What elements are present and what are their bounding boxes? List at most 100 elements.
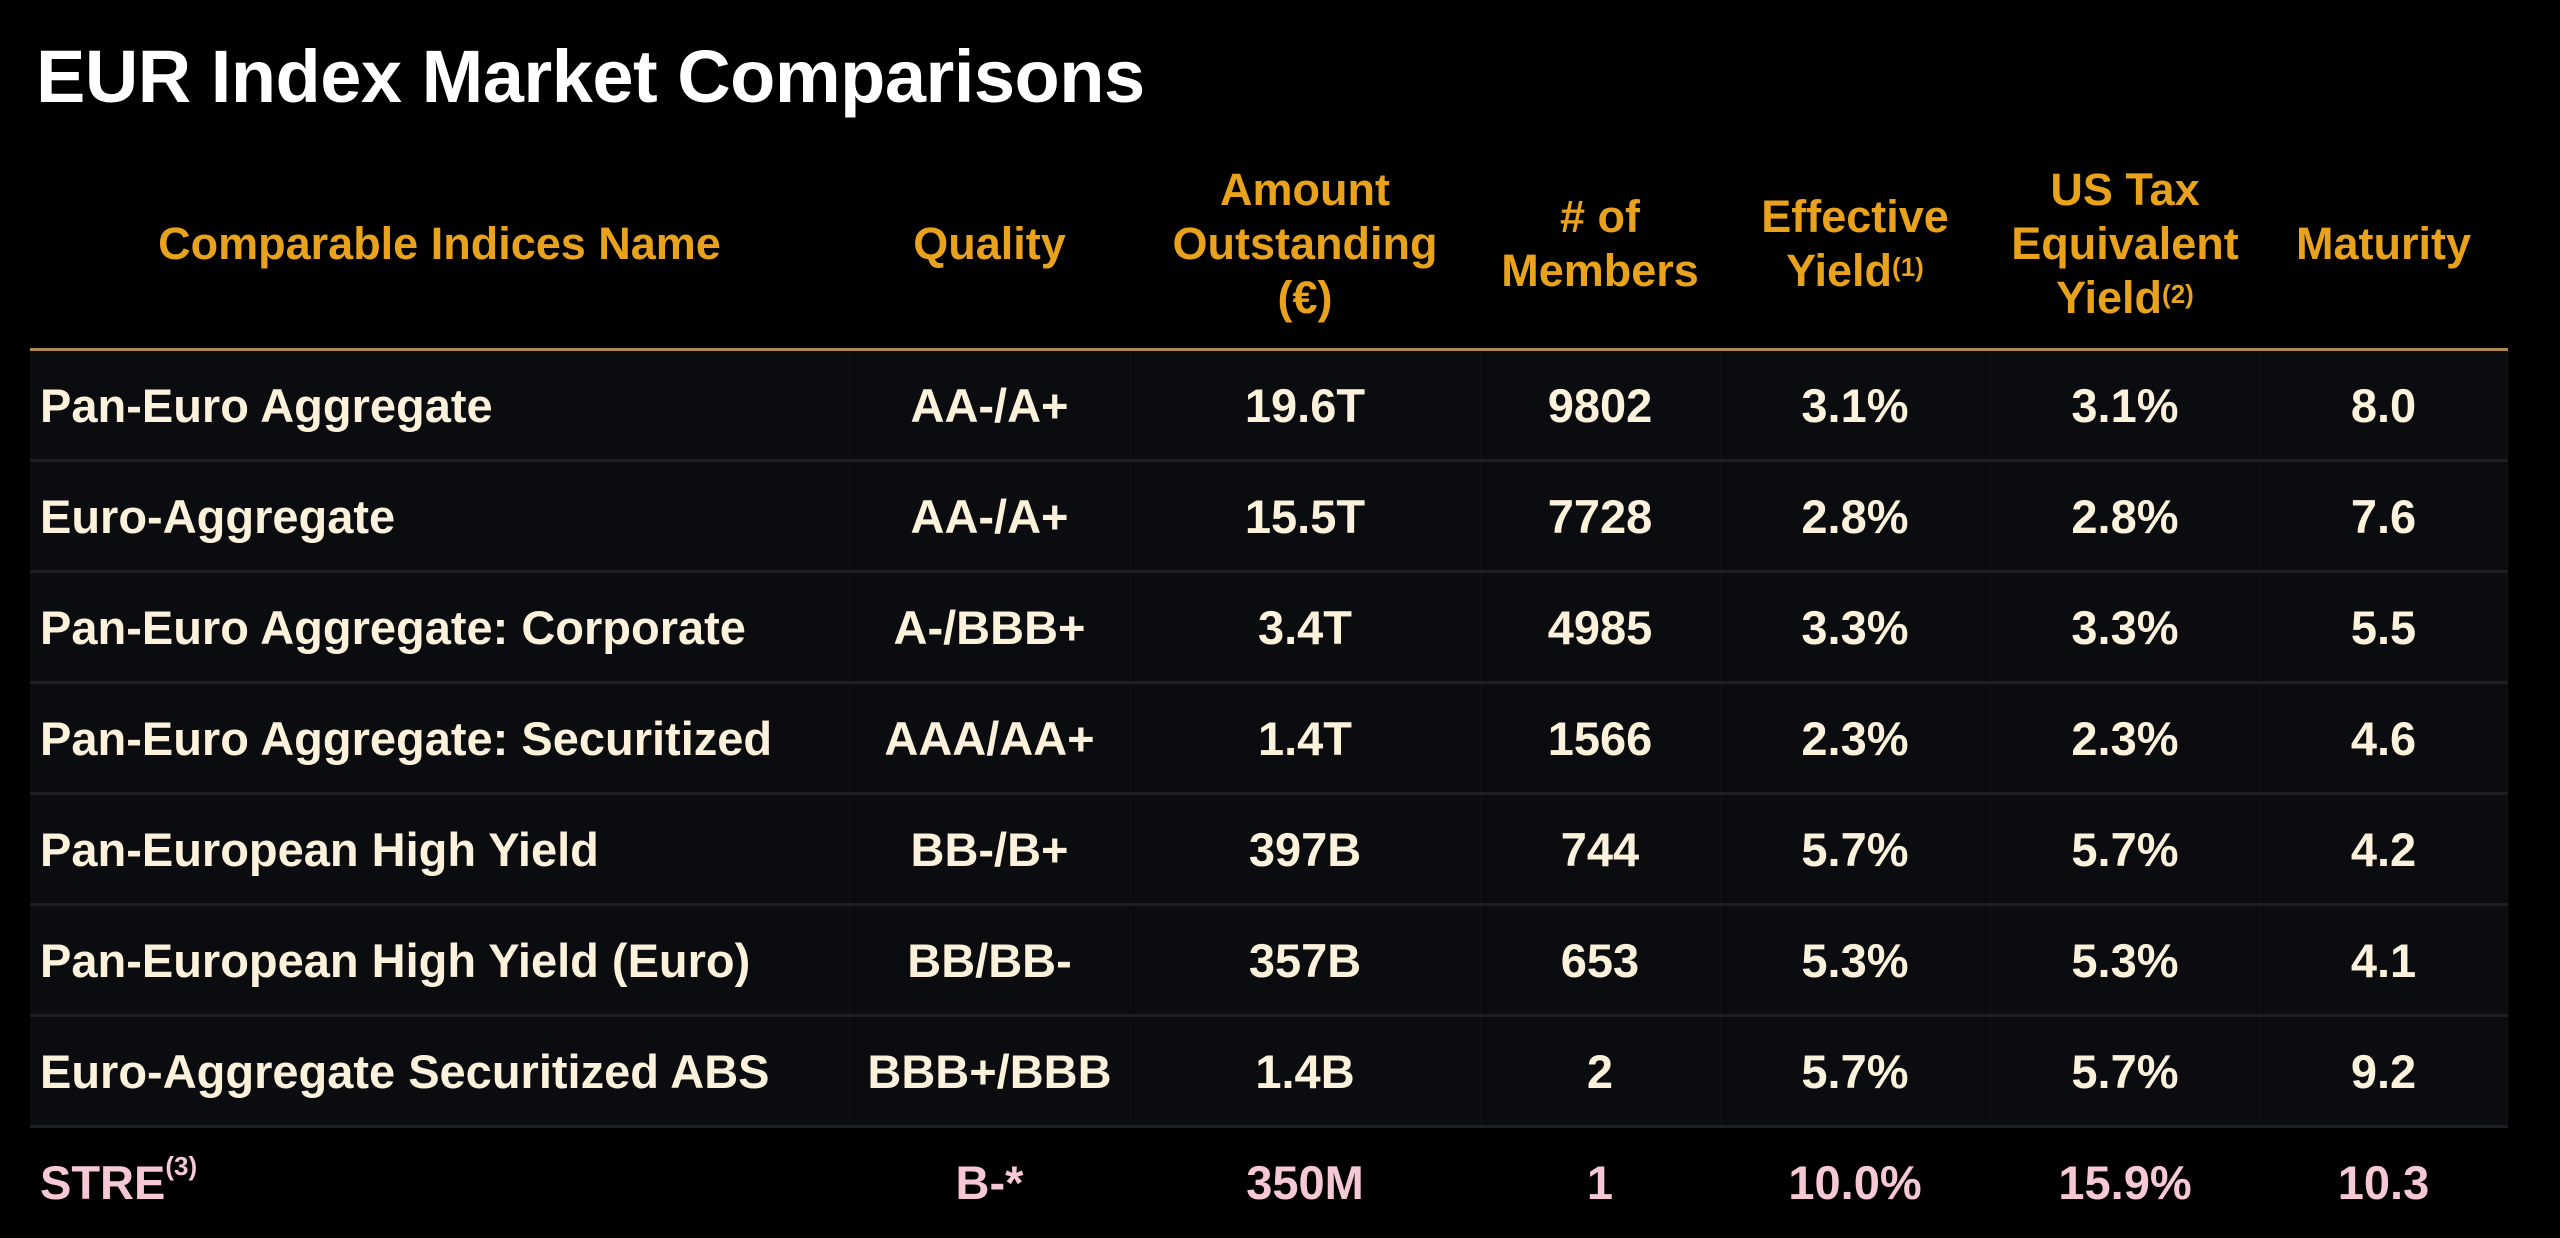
cell-text: 3.3% — [2071, 600, 2179, 654]
cell-text: 2.8% — [2071, 489, 2179, 543]
cell-maturity: 5.5 — [2260, 571, 2508, 684]
cell-text: 15.9% — [2058, 1155, 2192, 1209]
cell-text: 2 — [1586, 1044, 1614, 1098]
cell-text: 2.8% — [1801, 489, 1909, 543]
column-header-label: Amount Outstanding (€) — [1172, 164, 1438, 323]
cell-members: 1 — [1480, 1126, 1720, 1236]
cell-quality: AAA/AA+ — [849, 682, 1131, 795]
cell-text: B-* — [955, 1155, 1024, 1209]
cell-effective-yield: 5.3% — [1720, 904, 1991, 1017]
cell-effective-yield: 5.7% — [1720, 1015, 1991, 1128]
table-row: Pan-Euro Aggregate AA-/A+ 19.6T 9802 3.1% 3.1… — [30, 349, 2508, 462]
column-header: # of Members — [1480, 140, 1720, 351]
cell-text: 1566 — [1547, 711, 1653, 765]
cell-text: 8.0 — [2350, 378, 2417, 432]
cell-maturity: 4.1 — [2260, 904, 2508, 1017]
cell-text: 9.2 — [2350, 1044, 2417, 1098]
cell-text: Pan-Euro Aggregate — [40, 378, 493, 432]
cell-maturity: 7.6 — [2260, 460, 2508, 573]
cell-members: 4985 — [1480, 571, 1721, 684]
cell-name: Pan-Euro Aggregate: Securitized — [30, 682, 850, 795]
cell-us-tax-yield: 2.3% — [1990, 682, 2261, 795]
cell-text: 5.7% — [1801, 1044, 1909, 1098]
cell-text: 10.0% — [1788, 1155, 1922, 1209]
column-header: Amount Outstanding (€) — [1130, 140, 1480, 351]
cell-text: 19.6T — [1244, 378, 1366, 432]
cell-text: AAA/AA+ — [884, 711, 1095, 765]
cell-text: 5.3% — [2071, 933, 2179, 987]
cell-effective-yield: 3.1% — [1720, 349, 1991, 462]
cell-text: 5.7% — [1801, 822, 1909, 876]
cell-text: BB/BB- — [907, 933, 1072, 987]
cell-us-tax-yield: 15.9% — [1990, 1126, 2260, 1236]
cell-text: AA-/A+ — [910, 489, 1069, 543]
cell-members: 7728 — [1480, 460, 1721, 573]
footnote-marker: (2) — [2162, 279, 2194, 309]
cell-name: Euro-Aggregate Securitized ABS — [30, 1015, 850, 1128]
column-header: US Tax Equivalent Yield(2) — [1990, 140, 2260, 351]
cell-amount: 3.4T — [1130, 571, 1481, 684]
cell-text: 653 — [1560, 933, 1640, 987]
cell-text: 2.3% — [2071, 711, 2179, 765]
cell-text: 1 — [1586, 1155, 1614, 1209]
header-row: Comparable Indices Name Quality Amount Outs… — [30, 140, 2507, 351]
cell-text: AA-/A+ — [910, 378, 1069, 432]
cell-text: 4985 — [1547, 600, 1653, 654]
table-row: Euro-Aggregate AA-/A+ 15.5T 7728 2.8% 2.8% 7.6 — [30, 460, 2508, 573]
cell-text: STRE — [40, 1155, 166, 1209]
cell-text: Euro-Aggregate — [40, 489, 396, 543]
footnote-marker: (3) — [165, 1150, 198, 1181]
cell-quality: BB/BB- — [849, 904, 1131, 1017]
cell-amount: 19.6T — [1130, 349, 1481, 462]
column-header-label: # of Members — [1501, 191, 1699, 296]
cell-text: 1.4B — [1255, 1044, 1355, 1098]
cell-text: 5.7% — [2071, 822, 2179, 876]
cell-text: Pan-European High Yield (Euro) — [40, 933, 751, 987]
cell-amount: 15.5T — [1130, 460, 1481, 573]
cell-quality: BBB+/BBB — [849, 1015, 1131, 1128]
cell-members: 2 — [1480, 1015, 1721, 1128]
cell-amount: 350M — [1130, 1126, 1480, 1236]
cell-name: Pan-European High Yield (Euro) — [30, 904, 850, 1017]
cell-effective-yield: 5.7% — [1720, 793, 1991, 906]
cell-text: 2.3% — [1801, 711, 1909, 765]
cell-text: 5.3% — [1801, 933, 1909, 987]
cell-effective-yield: 2.3% — [1720, 682, 1991, 795]
cell-name: STRE(3) — [30, 1126, 849, 1236]
table-row: Pan-European High Yield BB-/B+ 397B 744 5.7%… — [30, 793, 2508, 906]
cell-name: Pan-Euro Aggregate — [30, 349, 850, 462]
cell-maturity: 4.6 — [2260, 682, 2508, 795]
cell-quality: AA-/A+ — [849, 460, 1131, 573]
cell-text: 7728 — [1547, 489, 1653, 543]
cell-quality: BB-/B+ — [849, 793, 1131, 906]
column-header: Comparable Indices Name — [30, 140, 849, 351]
cell-members: 653 — [1480, 904, 1721, 1017]
cell-us-tax-yield: 3.3% — [1990, 571, 2261, 684]
cell-us-tax-yield: 5.7% — [1990, 1015, 2261, 1128]
cell-text: 3.4T — [1257, 600, 1353, 654]
cell-text: 357B — [1248, 933, 1362, 987]
cell-quality: B-* — [849, 1126, 1130, 1236]
cell-text: 4.1 — [2350, 933, 2417, 987]
cell-text: BB-/B+ — [910, 822, 1069, 876]
cell-maturity: 4.2 — [2260, 793, 2508, 906]
table-row: Pan-European High Yield (Euro) BB/BB- 357B… — [30, 904, 2508, 1017]
cell-maturity: 9.2 — [2260, 1015, 2508, 1128]
cell-text: 7.6 — [2350, 489, 2417, 543]
cell-text: 5.7% — [2071, 1044, 2179, 1098]
cell-us-tax-yield: 3.1% — [1990, 349, 2261, 462]
cell-effective-yield: 2.8% — [1720, 460, 1991, 573]
index-comparison-table: Comparable Indices Name Quality Amount Outs… — [30, 140, 2508, 1236]
cell-text: 4.2 — [2350, 822, 2417, 876]
cell-quality: A-/BBB+ — [849, 571, 1131, 684]
cell-name: Euro-Aggregate — [30, 460, 850, 573]
table-row: Pan-Euro Aggregate: Corporate A-/BBB+ 3.4T… — [30, 571, 2508, 684]
cell-us-tax-yield: 5.3% — [1990, 904, 2261, 1017]
column-header: Maturity — [2260, 140, 2507, 351]
footnote-marker: (1) — [1892, 252, 1924, 282]
cell-text: 3.1% — [1801, 378, 1909, 432]
page-title: EUR Index Market Comparisons — [36, 35, 1145, 118]
table-row: Pan-Euro Aggregate: Securitized AAA/AA+ 1.… — [30, 682, 2508, 795]
cell-text: A-/BBB+ — [893, 600, 1086, 654]
cell-text: 5.5 — [2350, 600, 2417, 654]
